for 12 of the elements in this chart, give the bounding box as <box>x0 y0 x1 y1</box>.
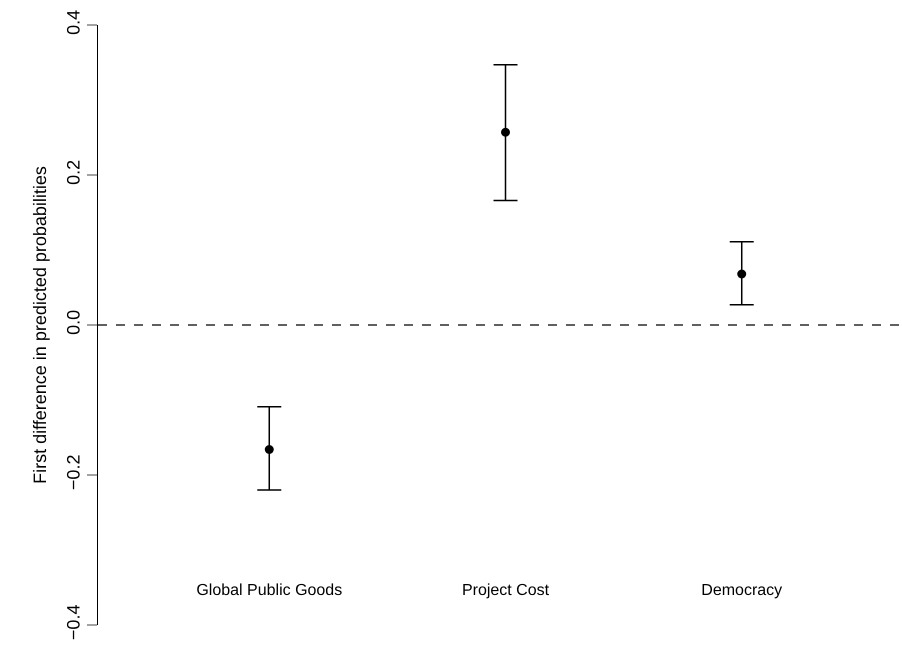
point <box>737 270 746 278</box>
y-tick-label: 0.2 <box>64 160 84 185</box>
y-tick-label: 0.4 <box>64 10 84 35</box>
point <box>501 128 510 137</box>
x-tick-label: Project Cost <box>462 582 550 600</box>
point <box>264 445 274 454</box>
y-tick-label: −0.4 <box>64 604 84 640</box>
x-tick-label: Democracy <box>701 582 782 600</box>
y-tick-label: −0.2 <box>64 454 84 490</box>
y-tick-label: 0.0 <box>64 310 84 335</box>
x-tick-label: Global Public Goods <box>196 582 342 600</box>
y-axis-title: First difference in predicted probabilities <box>30 166 50 484</box>
